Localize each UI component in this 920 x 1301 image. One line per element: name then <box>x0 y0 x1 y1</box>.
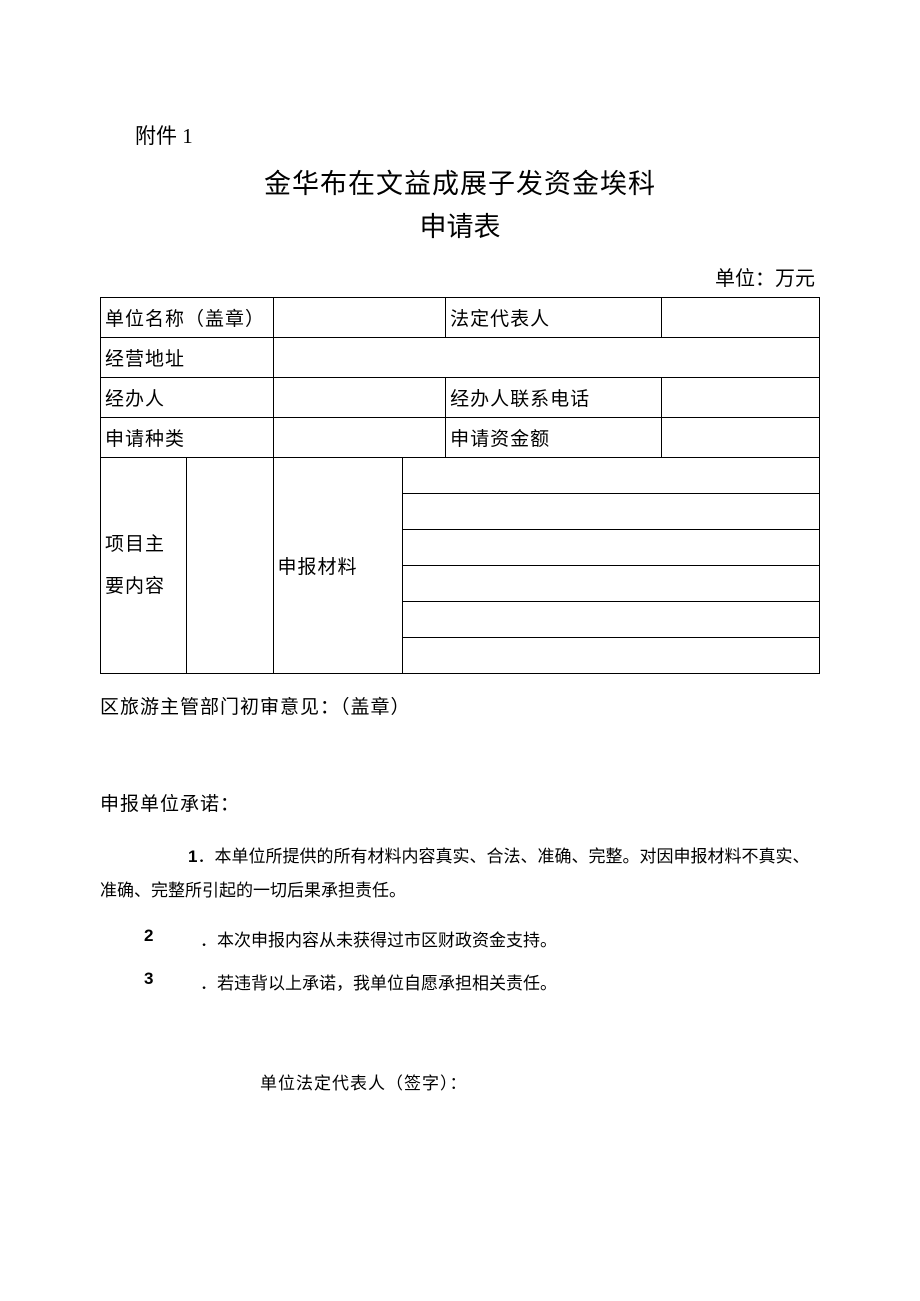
label-address: 经营地址 <box>101 338 274 378</box>
review-opinion-label: 区旅游主管部门初审意见：（盖章） <box>100 692 820 719</box>
field-app-amount[interactable] <box>661 418 819 458</box>
label-project-main-1: 项目主 <box>105 534 165 555</box>
field-material-5[interactable] <box>402 602 819 638</box>
table-row: 经办人 经办人联系电话 <box>101 378 820 418</box>
field-contact[interactable] <box>273 378 446 418</box>
unit-label: 单位：万元 <box>100 262 820 291</box>
field-address[interactable] <box>273 338 819 378</box>
commitment-label: 申报单位承诺： <box>100 789 820 816</box>
document-title: 金华布在文益成展子发资金埃科 <box>100 162 820 201</box>
label-contact: 经办人 <box>101 378 274 418</box>
field-material-6[interactable] <box>402 638 819 674</box>
label-contact-phone: 经办人联系电话 <box>446 378 662 418</box>
label-app-amount: 申请资金额 <box>446 418 662 458</box>
field-material-2[interactable] <box>402 494 819 530</box>
label-unit-name: 单位名称（盖章） <box>101 298 274 338</box>
table-row: 申请种类 申请资金额 <box>101 418 820 458</box>
table-row: 经营地址 <box>101 338 820 378</box>
field-contact-phone[interactable] <box>661 378 819 418</box>
document-subtitle: 申请表 <box>100 205 820 244</box>
field-material-4[interactable] <box>402 566 819 602</box>
commitment-item-1: 1．本单位所提供的所有材料内容真实、合法、准确、完整。对因申报材料不真实、准确、… <box>100 840 820 908</box>
table-row: 项目主 要内容 申报材料 <box>101 458 820 494</box>
commitment-item-3: 3 ．若违背以上承诺，我单位自愿承担相关责任。 <box>100 969 820 994</box>
field-legal-rep[interactable] <box>661 298 819 338</box>
commitment-item-2: 2 ．本次申报内容从未获得过市区财政资金支持。 <box>100 926 820 951</box>
field-project-main[interactable] <box>187 458 273 674</box>
field-material-1[interactable] <box>402 458 819 494</box>
label-app-type: 申请种类 <box>101 418 274 458</box>
label-project-main: 项目主 要内容 <box>101 458 187 674</box>
label-legal-rep: 法定代表人 <box>446 298 662 338</box>
label-project-main-2: 要内容 <box>105 576 165 597</box>
field-app-type[interactable] <box>273 418 446 458</box>
field-material-3[interactable] <box>402 530 819 566</box>
application-form-table: 单位名称（盖章） 法定代表人 经营地址 经办人 经办人联系电话 申请种类 申请资… <box>100 297 820 674</box>
field-unit-name[interactable] <box>273 298 446 338</box>
attachment-label: 附件 1 <box>135 120 820 150</box>
table-row: 单位名称（盖章） 法定代表人 <box>101 298 820 338</box>
signature-label: 单位法定代表人（签字）： <box>100 1069 820 1094</box>
label-materials: 申报材料 <box>273 458 402 674</box>
